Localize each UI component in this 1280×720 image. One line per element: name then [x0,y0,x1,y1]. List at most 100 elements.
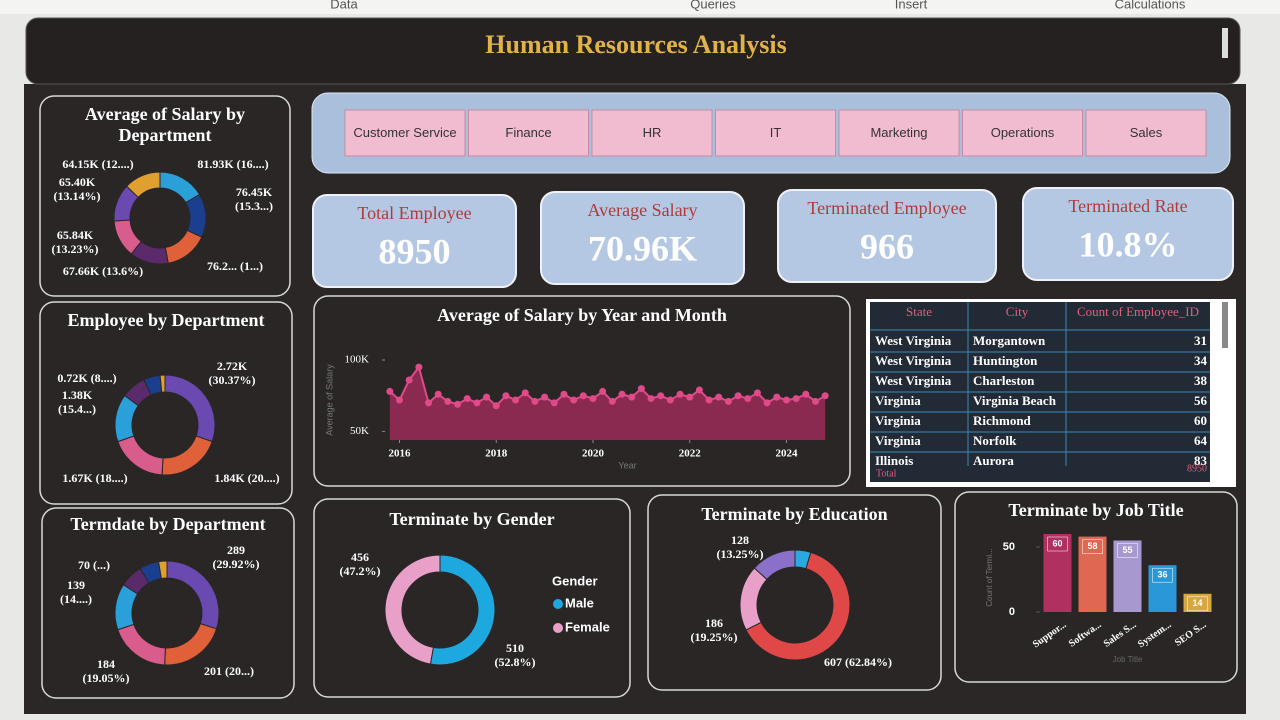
x-tick-label: 2020 [582,448,605,460]
point [686,393,694,401]
point [628,393,636,401]
menu-item: Queries [690,0,736,11]
point [541,393,549,401]
point [676,390,684,398]
kpi-value: 10.8% [1079,224,1178,264]
y-tick-label: 100K [345,354,370,366]
table-cell: West Virginia [875,353,952,368]
slicer-button[interactable] [468,109,589,157]
point [579,392,587,400]
point [695,386,703,394]
kpi-value: 70.96K [588,228,697,268]
donut-label-box: 76.2... (1...) [207,260,263,273]
kpi-card [777,189,997,283]
table-header: City [1006,304,1029,319]
slicer-button[interactable] [591,109,713,157]
chart-card [313,498,631,698]
donut-label: 184 (19.05%) [82,658,130,685]
donut-label-box: 607 (62.84%) [824,656,892,669]
slicer-button[interactable] [344,109,466,157]
slicer-button[interactable] [838,109,960,157]
header-bar [25,17,1241,85]
point [666,396,674,404]
slicer-label[interactable]: Marketing [870,124,928,140]
kpi-label: Terminated Rate [1068,196,1187,216]
donut-label-box: 0.72K (8....) [57,372,116,385]
legend-swatch [553,623,563,633]
slicer-label-box: Sales [1129,124,1163,140]
slicer-label-box: HR [642,124,662,140]
slicer-label[interactable]: Operations [990,124,1055,140]
slicer-label-box: Customer Service [353,124,457,140]
table-cell: Aurora [973,453,1014,468]
slicer-button[interactable] [1085,109,1207,157]
donut-label-box: 64.15K (12....) [62,158,133,171]
donut-label-box: 456 (47.2%) [339,551,381,578]
slicer-button[interactable] [962,109,1083,157]
slicer-label[interactable]: Customer Service [353,124,457,140]
x-tick-label: 2024 [775,448,798,460]
donut-label: 128 (13.25%) [716,534,764,561]
chart-title: Terminate by Gender [389,509,555,529]
chart-title: Terminate by Job Title [1008,500,1184,520]
y-axis-title: Average of Salary [324,364,334,436]
table-cell: West Virginia [875,333,952,348]
donut-label: 65.84K (13.23%) [51,229,99,256]
data-label-bg [1047,536,1068,552]
slicer-label[interactable]: Finance [505,124,552,140]
slicer-button[interactable] [715,109,836,157]
donut-label: 76.45K (15.3...) [235,186,273,213]
donut-label: 456 (47.2%) [339,551,381,578]
point [463,395,471,403]
table-cell: Huntington [973,353,1038,368]
point [744,395,752,403]
donut-label: 67.66K (13.6%) [62,265,144,278]
kpi-label: Average Salary [587,200,697,220]
slicer-label-box: Finance [505,124,552,140]
donut-label: 289 (29.92%) [212,544,260,571]
donut-label: 1.67K (18....) [62,472,128,485]
donut-segment [753,549,796,581]
data-label-bg [1082,539,1103,554]
point [599,387,607,395]
donut-label: 607 (62.84%) [824,656,892,669]
line [389,364,826,408]
point [608,397,616,405]
chart-title: Terminate by Education [701,504,888,524]
chart-title: Employee by Department [67,310,265,330]
point [521,389,529,397]
chart-title-box: Employee by Department [67,310,265,330]
table-cell: 60 [1194,413,1207,428]
donut-label-box: 1.67K (18....) [62,472,128,485]
point [647,395,655,403]
data-label-bg [1117,543,1138,558]
donut-label-box: 76.45K (15.3...) [235,186,273,213]
donut-label: 76.2... (1...) [207,260,263,273]
slicer-label[interactable]: HR [642,124,662,140]
donut-label: 139 (14....) [60,579,92,606]
chart-card [39,95,291,297]
table-cell: Richmond [973,413,1032,428]
donut-label: 65.40K (13.14%) [53,176,101,203]
donut-label-box: 184 (19.05%) [82,658,130,685]
data-label-bg [1187,596,1208,612]
donut-label-box: 1.38K (15.4...) [58,389,96,416]
slicer-label[interactable]: IT [769,124,782,140]
donut-label-box: 139 (14....) [60,579,92,606]
point [715,393,723,401]
scroll-handle [1222,28,1228,58]
point [753,389,761,397]
slicer-label[interactable]: Sales [1129,124,1163,140]
legend-title: Gender [552,573,598,588]
slicer-label-box: Operations [990,124,1055,140]
point [405,376,413,384]
point [773,393,781,401]
data-label: 55 [1122,545,1132,555]
data-label-bg [1152,567,1173,583]
chart-title: Termdate by Department [70,514,266,534]
point [512,396,520,404]
table-scrollbar [1222,302,1228,348]
kpi-card [312,194,517,288]
point [473,399,481,407]
